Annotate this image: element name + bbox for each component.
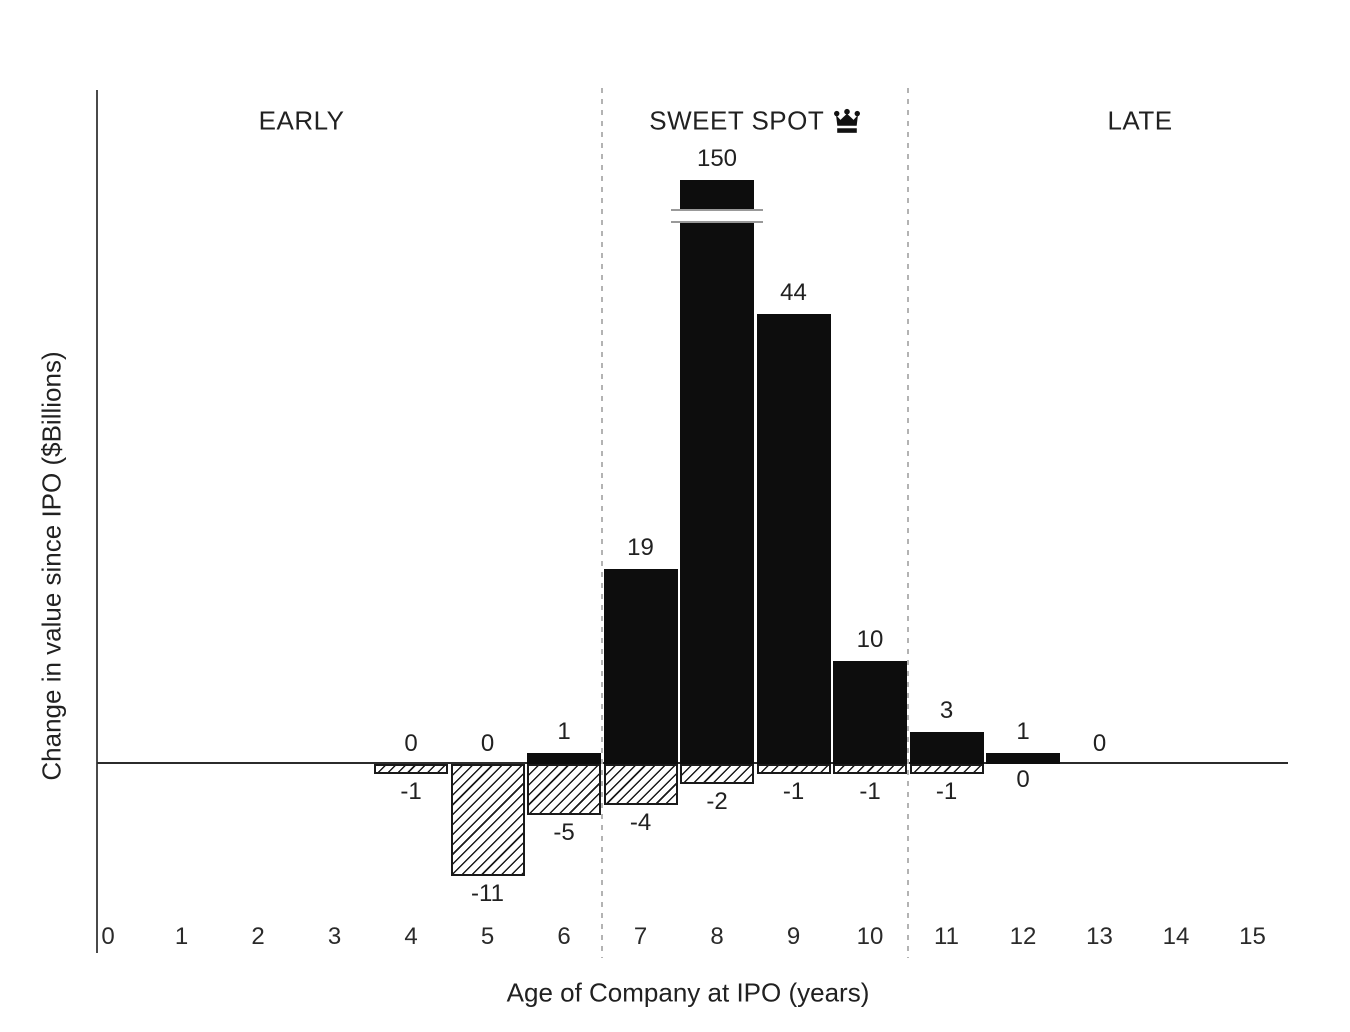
hatch-bar-age-9 xyxy=(756,764,831,775)
bar-age-12 xyxy=(986,752,1060,764)
loss-value-label: -11 xyxy=(471,880,504,908)
hatch-bar-age-4 xyxy=(374,764,448,775)
y-axis-title: Change in value since IPO ($Billions) xyxy=(36,351,67,781)
hatch-bar-age-8 xyxy=(680,764,754,785)
x-tick-label-12: 12 xyxy=(1009,923,1037,950)
x-tick-label-11: 11 xyxy=(934,923,959,950)
hatch-bar-age-5 xyxy=(450,764,525,877)
x-tick-label-15: 15 xyxy=(1239,923,1266,950)
gain-value-label: 0 xyxy=(480,730,495,757)
loss-value-label: -4 xyxy=(629,808,652,836)
loss-value-label: -1 xyxy=(859,778,881,806)
gain-value-label: 10 xyxy=(856,626,884,653)
x-tick-label-0: 0 xyxy=(101,923,115,950)
bar-age-7 xyxy=(603,569,678,764)
x-tick-label-1: 1 xyxy=(174,923,189,950)
hatch-bar-age-6 xyxy=(527,764,601,815)
axis-break xyxy=(671,209,763,223)
bar-age-6 xyxy=(527,752,601,764)
loss-value-label: 0 xyxy=(1016,766,1030,793)
bar-age-9 xyxy=(756,314,831,764)
loss-value-label: -1 xyxy=(782,778,805,806)
y-axis-line xyxy=(96,90,98,953)
x-tick-label-8: 8 xyxy=(710,923,724,950)
hatch-bar-age-11 xyxy=(909,764,984,775)
x-tick-label-10: 10 xyxy=(856,923,884,950)
gain-value-label: 44 xyxy=(780,279,807,307)
gain-value-label: 3 xyxy=(939,697,954,725)
x-tick-label-5: 5 xyxy=(480,923,495,950)
gain-value-label: 1 xyxy=(557,717,571,745)
x-tick-label-13: 13 xyxy=(1086,923,1113,950)
x-tick-label-4: 4 xyxy=(404,923,418,950)
zone-label-text: LATE xyxy=(1107,105,1173,136)
crown-icon xyxy=(834,108,861,133)
zone-label-early: EARLY xyxy=(259,106,345,137)
bar-age-8 xyxy=(680,180,754,764)
zone-label-sweet-spot: SWEET SPOT xyxy=(649,106,861,137)
hatch-bar-age-10 xyxy=(833,764,907,775)
zone-divider xyxy=(907,88,910,958)
gain-value-label: 1 xyxy=(1016,717,1030,745)
x-tick-label-7: 7 xyxy=(633,923,648,950)
loss-value-label: -1 xyxy=(400,778,422,806)
loss-value-label: -2 xyxy=(706,788,728,816)
zone-divider xyxy=(601,88,604,958)
hatch-bar-age-7 xyxy=(603,764,678,805)
bar-age-10 xyxy=(833,661,907,764)
zone-label-late: LATE xyxy=(1107,106,1172,137)
loss-value-label: -1 xyxy=(935,778,958,806)
bar-age-11 xyxy=(909,732,984,764)
x-tick-label-3: 3 xyxy=(327,923,342,950)
gain-value-label: 19 xyxy=(627,534,654,562)
x-tick-label-2: 2 xyxy=(251,923,265,950)
gain-value-label: 150 xyxy=(696,145,738,172)
gain-value-label: 0 xyxy=(1092,730,1107,757)
x-axis-title: Age of Company at IPO (years) xyxy=(506,977,870,1008)
x-tick-label-9: 9 xyxy=(786,923,801,950)
zone-label-text: EARLY xyxy=(258,105,345,136)
loss-value-label: -5 xyxy=(553,819,575,846)
x-tick-label-6: 6 xyxy=(557,923,571,950)
x-tick-label-14: 14 xyxy=(1162,923,1190,950)
gain-value-label: 0 xyxy=(404,730,418,757)
zone-label-text: SWEET SPOT xyxy=(649,105,825,136)
